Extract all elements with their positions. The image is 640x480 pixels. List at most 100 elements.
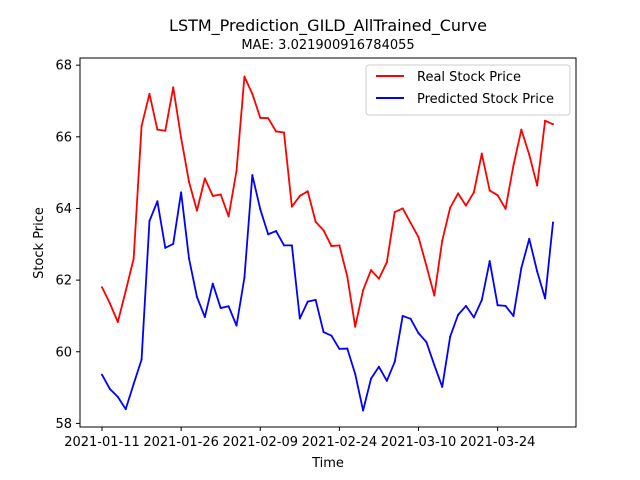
x-tick-label: 2021-01-26 xyxy=(143,435,219,450)
data-point-predicted xyxy=(235,324,238,327)
data-point-predicted xyxy=(172,242,175,245)
data-point-predicted xyxy=(195,295,198,298)
data-point-predicted xyxy=(251,174,254,177)
data-point-predicted xyxy=(132,383,135,386)
data-point-real xyxy=(409,221,412,224)
data-point-predicted xyxy=(108,388,111,391)
data-point-real xyxy=(101,286,103,289)
data-point-predicted xyxy=(552,221,554,224)
data-point-real xyxy=(164,129,167,132)
x-tick-label: 2021-03-10 xyxy=(381,435,457,450)
data-point-predicted xyxy=(282,244,285,247)
data-point-real xyxy=(243,75,246,78)
data-point-predicted xyxy=(354,372,357,375)
data-point-real xyxy=(259,116,262,119)
data-point-predicted xyxy=(290,244,293,247)
series-line-real xyxy=(101,75,554,328)
data-point-predicted xyxy=(520,266,523,269)
data-point-predicted xyxy=(306,300,309,303)
legend: Real Stock Price Predicted Stock Price xyxy=(365,64,571,116)
data-point-real xyxy=(124,289,127,292)
data-point-real xyxy=(496,194,499,197)
data-point-real xyxy=(401,207,404,210)
x-tick-label: 2021-02-09 xyxy=(222,435,298,450)
data-point-real xyxy=(362,289,365,292)
x-axis-ticks: 2021-01-11 2021-01-26 2021-02-09 2021-02-24… xyxy=(64,427,535,450)
data-point-real xyxy=(472,191,475,194)
data-point-real xyxy=(520,128,523,131)
x-tick-label: 2021-03-24 xyxy=(460,435,536,450)
data-point-predicted xyxy=(370,377,373,380)
data-point-real xyxy=(227,215,230,218)
data-point-real xyxy=(449,206,452,209)
y-tick-label: 60 xyxy=(55,345,72,360)
data-point-predicted xyxy=(393,360,396,363)
data-point-predicted xyxy=(164,246,167,249)
data-point-real xyxy=(203,177,206,180)
data-point-real xyxy=(544,119,547,122)
data-point-real xyxy=(235,169,238,172)
legend-label-real: Real Stock Price xyxy=(417,70,521,85)
data-point-real xyxy=(188,180,191,183)
y-tick-label: 58 xyxy=(55,417,72,432)
data-point-predicted xyxy=(267,233,270,236)
data-point-real xyxy=(417,236,420,239)
data-point-predicted xyxy=(504,304,507,307)
data-point-real xyxy=(290,205,293,208)
data-point-predicted xyxy=(322,331,325,334)
data-point-real xyxy=(488,189,491,192)
legend-box xyxy=(365,64,571,116)
data-point-predicted xyxy=(401,314,404,317)
data-point-predicted xyxy=(243,276,246,279)
data-point-real xyxy=(251,92,254,95)
data-point-real xyxy=(528,153,531,156)
data-point-real xyxy=(480,152,483,155)
data-point-real xyxy=(354,325,357,328)
plot-frame xyxy=(79,57,577,428)
data-point-predicted xyxy=(148,220,151,222)
data-point-predicted xyxy=(480,299,483,302)
data-point-real xyxy=(156,128,159,131)
data-point-predicted xyxy=(346,347,349,350)
data-point-predicted xyxy=(180,191,183,194)
data-point-predicted xyxy=(385,379,388,382)
data-point-real xyxy=(148,92,151,95)
data-point-real xyxy=(536,184,539,187)
data-point-real xyxy=(385,261,388,264)
data-point-real xyxy=(464,204,467,207)
data-point-predicted xyxy=(512,314,515,317)
y-tick-label: 64 xyxy=(55,202,72,217)
x-axis-label: Time xyxy=(311,456,344,471)
data-point-predicted xyxy=(449,335,452,338)
data-point-predicted xyxy=(227,305,230,308)
data-point-real xyxy=(180,136,183,139)
data-point-predicted xyxy=(362,409,365,412)
data-point-predicted xyxy=(528,237,531,240)
legend-label-predicted: Predicted Stock Price xyxy=(417,92,554,107)
data-point-predicted xyxy=(140,358,143,361)
data-point-predicted xyxy=(338,347,341,350)
data-point-real xyxy=(457,192,460,195)
data-point-real xyxy=(172,86,175,89)
data-point-predicted xyxy=(409,317,412,320)
data-point-real xyxy=(282,131,285,134)
data-point-predicted xyxy=(203,316,206,319)
data-point-real xyxy=(211,194,214,197)
y-tick-label: 62 xyxy=(55,274,72,289)
data-point-real xyxy=(346,275,349,278)
data-point-predicted xyxy=(219,307,222,310)
data-point-real xyxy=(322,229,325,232)
data-point-real xyxy=(219,193,222,196)
data-point-real xyxy=(140,125,143,128)
data-point-real xyxy=(393,211,396,214)
data-point-real xyxy=(504,207,507,210)
data-point-real xyxy=(275,130,278,133)
data-point-predicted xyxy=(544,297,547,300)
data-point-predicted xyxy=(457,313,460,316)
data-point-predicted xyxy=(464,304,467,307)
data-point-real xyxy=(425,264,428,267)
data-point-predicted xyxy=(417,332,420,335)
data-point-real xyxy=(314,220,317,223)
chart-subtitle: MAE: 3.021900916784055 xyxy=(241,38,414,53)
data-point-real xyxy=(132,257,135,260)
